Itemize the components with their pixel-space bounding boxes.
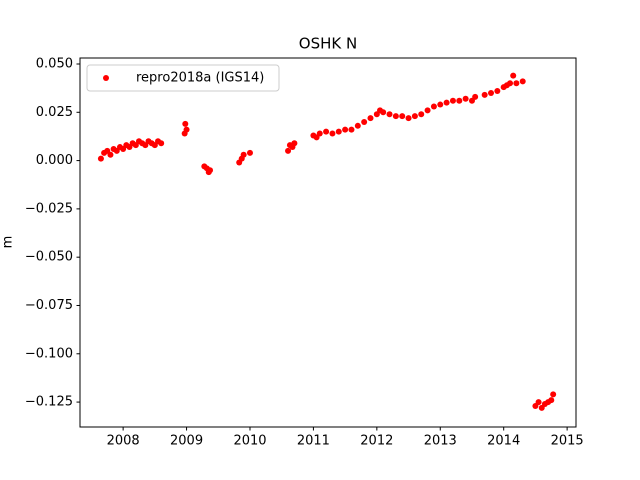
y-tick-label: 0.050 xyxy=(36,56,73,71)
data-point xyxy=(386,111,393,118)
data-point xyxy=(329,130,336,137)
y-axis-label: m xyxy=(1,236,16,249)
data-point xyxy=(513,80,520,87)
data-point xyxy=(342,126,349,133)
data-point xyxy=(323,128,330,135)
y-tick-label: −0.125 xyxy=(25,395,73,410)
y-tick-label: −0.025 xyxy=(25,201,73,216)
data-point xyxy=(107,151,114,158)
data-point xyxy=(207,167,214,174)
y-tick-label: −0.050 xyxy=(25,250,73,265)
data-point xyxy=(443,99,450,106)
x-tick-label: 2012 xyxy=(360,434,393,449)
data-point xyxy=(437,101,444,108)
data-point xyxy=(535,399,542,406)
data-point xyxy=(456,97,463,104)
data-point xyxy=(335,128,342,135)
data-point xyxy=(424,107,431,114)
legend-marker xyxy=(103,75,109,81)
data-point xyxy=(354,122,361,129)
legend-label: repro2018a (IGS14) xyxy=(136,71,264,86)
data-point xyxy=(449,97,456,104)
data-point xyxy=(481,91,488,98)
data-point xyxy=(182,120,189,127)
data-point xyxy=(418,111,425,118)
data-point xyxy=(488,89,495,96)
data-point xyxy=(494,88,501,95)
y-tick-label: 0.025 xyxy=(36,105,73,120)
data-point xyxy=(462,95,469,102)
legend-box xyxy=(86,64,280,92)
data-point xyxy=(399,113,406,120)
data-point xyxy=(97,155,104,162)
data-point xyxy=(548,397,555,404)
y-tick-label: 0.000 xyxy=(36,153,73,168)
data-point xyxy=(285,147,292,154)
data-point xyxy=(240,151,247,158)
data-point xyxy=(510,72,517,79)
data-point xyxy=(472,93,479,100)
plot-frame xyxy=(79,57,577,428)
y-tick-label: −0.100 xyxy=(25,346,73,361)
x-tick-label: 2009 xyxy=(170,434,203,449)
data-point xyxy=(361,118,368,125)
data-point xyxy=(430,103,437,110)
data-point xyxy=(316,130,323,137)
data-point xyxy=(405,115,412,122)
data-point xyxy=(246,149,253,156)
x-tick-label: 2011 xyxy=(297,434,330,449)
x-tick-label: 2008 xyxy=(107,434,140,449)
data-point xyxy=(411,113,418,120)
data-point xyxy=(550,391,557,398)
data-point xyxy=(291,140,298,147)
data-point xyxy=(348,126,355,133)
data-point xyxy=(507,80,514,87)
chart-title: OSHK N xyxy=(299,35,357,53)
data-point xyxy=(519,78,526,85)
data-point xyxy=(158,140,165,147)
data-point xyxy=(183,126,190,133)
data-point xyxy=(392,113,399,120)
x-tick-label: 2014 xyxy=(487,434,520,449)
y-tick-label: −0.075 xyxy=(25,298,73,313)
x-tick-label: 2013 xyxy=(424,434,457,449)
x-tick-label: 2010 xyxy=(233,434,266,449)
data-point xyxy=(380,109,387,116)
data-point xyxy=(367,115,374,122)
x-tick-label: 2015 xyxy=(551,434,584,449)
